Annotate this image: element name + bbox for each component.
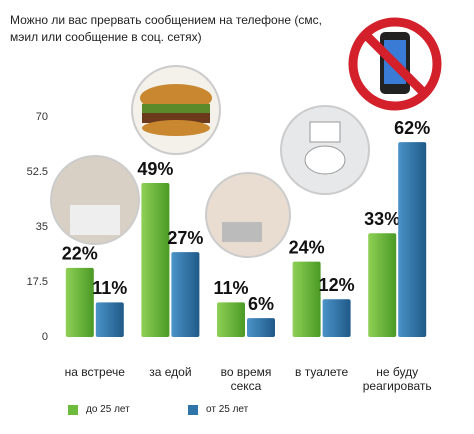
x-tick-label: в туалете [294, 365, 349, 379]
legend-label: до 25 лет [86, 404, 130, 415]
photo-bed [205, 172, 291, 258]
bar [141, 183, 170, 337]
photo-meeting [50, 155, 140, 245]
bar [398, 142, 427, 337]
value-label: 24% [289, 237, 325, 257]
value-label: 6% [248, 294, 274, 314]
x-tick-label: за едой [149, 365, 192, 379]
bar [247, 318, 275, 337]
chart-title: Можно ли вас прервать сообщением на теле… [10, 13, 322, 44]
bar [368, 233, 397, 337]
y-tick-label: 0 [42, 331, 48, 343]
photo-toilet [280, 105, 370, 195]
value-label: 12% [319, 275, 355, 295]
x-tick-label: на встрече [64, 365, 125, 379]
value-label: 49% [137, 159, 173, 179]
value-label: 11% [92, 278, 127, 298]
y-tick-label: 70 [36, 111, 48, 123]
legend-swatch [188, 405, 198, 415]
y-tick-label: 35 [36, 221, 48, 233]
x-tick-label: не буду реагировать [362, 365, 432, 393]
bar [95, 302, 124, 337]
value-label: 62% [394, 118, 430, 138]
value-label: 33% [364, 209, 400, 229]
value-label: 22% [62, 244, 98, 264]
bar [171, 252, 200, 337]
photo-burger [131, 65, 221, 155]
value-label: 11% [213, 278, 248, 298]
legend-label: от 25 лет [206, 404, 249, 415]
value-label: 27% [167, 228, 203, 248]
bar [65, 267, 94, 337]
bar [322, 299, 351, 337]
no-phone-icon [348, 17, 442, 111]
bar [217, 302, 245, 337]
legend-swatch [68, 405, 78, 415]
y-tick-label: 17.5 [27, 276, 48, 288]
y-tick-label: 52.5 [27, 166, 48, 178]
bar [292, 261, 321, 337]
x-tick-label: во время секса [220, 365, 272, 393]
